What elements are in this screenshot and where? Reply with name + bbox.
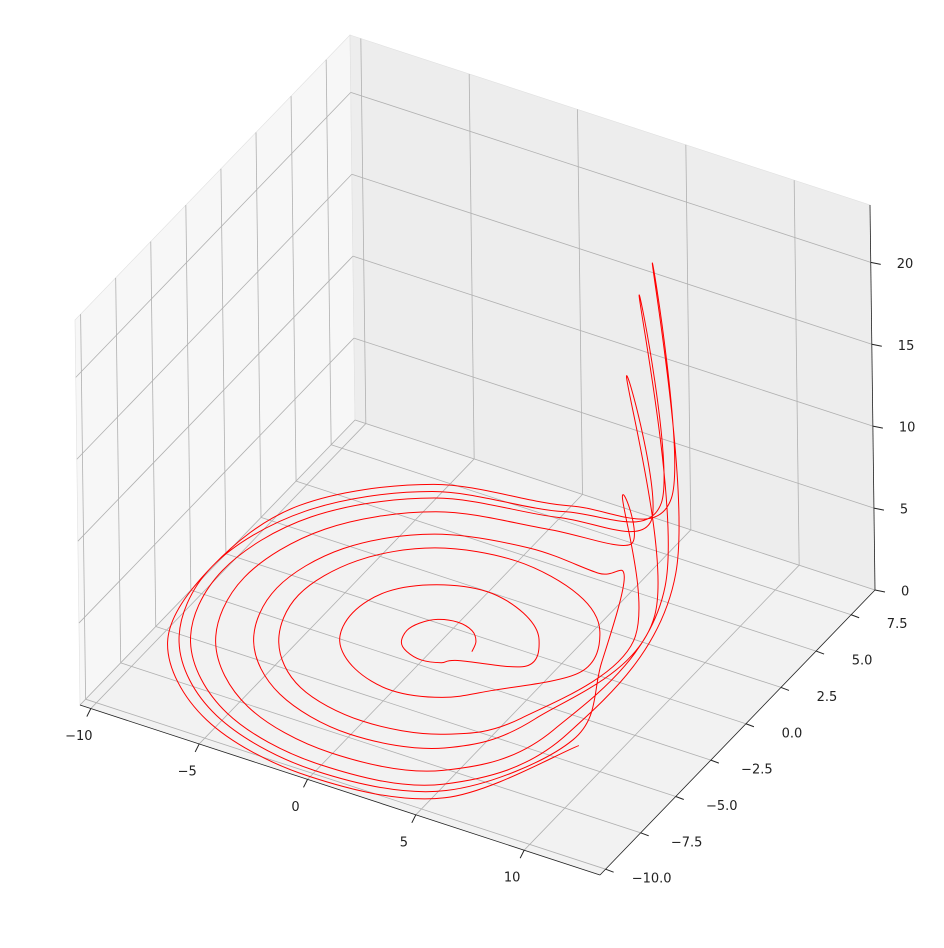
z-tick-label: 5 (900, 503, 908, 518)
z-tick-label: 15 (898, 339, 915, 354)
tick-mark (605, 868, 614, 873)
grid-line (350, 91, 871, 263)
grid-line (255, 132, 262, 518)
tick-mark (194, 743, 200, 753)
grid-line (351, 173, 872, 345)
tick-mark (780, 686, 790, 691)
grid-line (793, 180, 800, 566)
grid-line (577, 109, 583, 495)
y-tick-label: −2.5 (741, 763, 773, 778)
grid-line (77, 255, 354, 542)
z-tick-label: 0 (901, 585, 909, 600)
y-tick-label: −10.0 (632, 872, 672, 887)
grid-line (220, 168, 227, 554)
grid-line (85, 698, 606, 870)
x-axis-line (79, 704, 601, 876)
grid-line (190, 589, 711, 761)
tick-mark (710, 759, 720, 764)
y-tick-label: 0.0 (782, 726, 803, 741)
y-tick-label: −7.5 (671, 835, 703, 850)
grid-line (90, 423, 367, 709)
grid-line (260, 517, 782, 688)
grid-line (307, 494, 583, 780)
grid-line (468, 73, 475, 459)
grid-line (353, 337, 875, 509)
grid-line (120, 662, 641, 834)
tick-mark (872, 425, 883, 429)
grid-line (354, 419, 876, 591)
tick-mark (86, 708, 92, 717)
tick-mark (640, 832, 649, 837)
y-tick-label: 7.5 (887, 617, 908, 632)
tick-mark (871, 343, 882, 347)
tick-mark (745, 723, 755, 728)
x-tick-label: 5 (400, 835, 408, 850)
grid-line (415, 529, 692, 816)
grid-line (331, 444, 852, 616)
x-tick-label: 10 (504, 871, 521, 886)
grid-line (78, 337, 355, 624)
grid-line (150, 241, 157, 627)
grid-line (198, 458, 475, 745)
grid-line (79, 419, 356, 706)
grid-line (523, 564, 800, 851)
grid-line (295, 480, 817, 652)
grid-line (352, 255, 873, 427)
y-tick-label: 5.0 (852, 654, 873, 669)
trajectory-line (167, 262, 680, 800)
grid-line (75, 92, 352, 378)
x-tick-label: −10 (65, 729, 92, 744)
grid-line (225, 553, 747, 725)
grid-line (155, 626, 676, 797)
tick-mark (303, 779, 308, 788)
tick-mark (411, 814, 417, 824)
tick-mark (519, 849, 525, 859)
tick-mark (870, 261, 881, 265)
tick-mark (815, 650, 825, 655)
grid-line (325, 59, 332, 445)
grid-line (185, 205, 192, 591)
tick-mark (874, 589, 886, 593)
grid-line (80, 314, 87, 700)
y-axis-line (599, 589, 876, 876)
y-tick-label: 2.5 (817, 690, 838, 705)
tick-mark (850, 614, 860, 619)
grid-line (76, 173, 353, 460)
grid-line (685, 144, 692, 530)
x-tick-label: −5 (178, 764, 197, 779)
x-tick-label: 0 (291, 800, 299, 815)
grid-line (115, 277, 122, 663)
tick-mark (675, 796, 684, 800)
y-tick-label: −5.0 (706, 799, 738, 814)
z-tick-label: 10 (899, 421, 916, 436)
z-axis-line (869, 204, 876, 591)
z-tick-label: 20 (897, 257, 914, 272)
tick-mark (873, 507, 885, 511)
grid-line (290, 96, 297, 482)
grid-line (360, 38, 367, 424)
